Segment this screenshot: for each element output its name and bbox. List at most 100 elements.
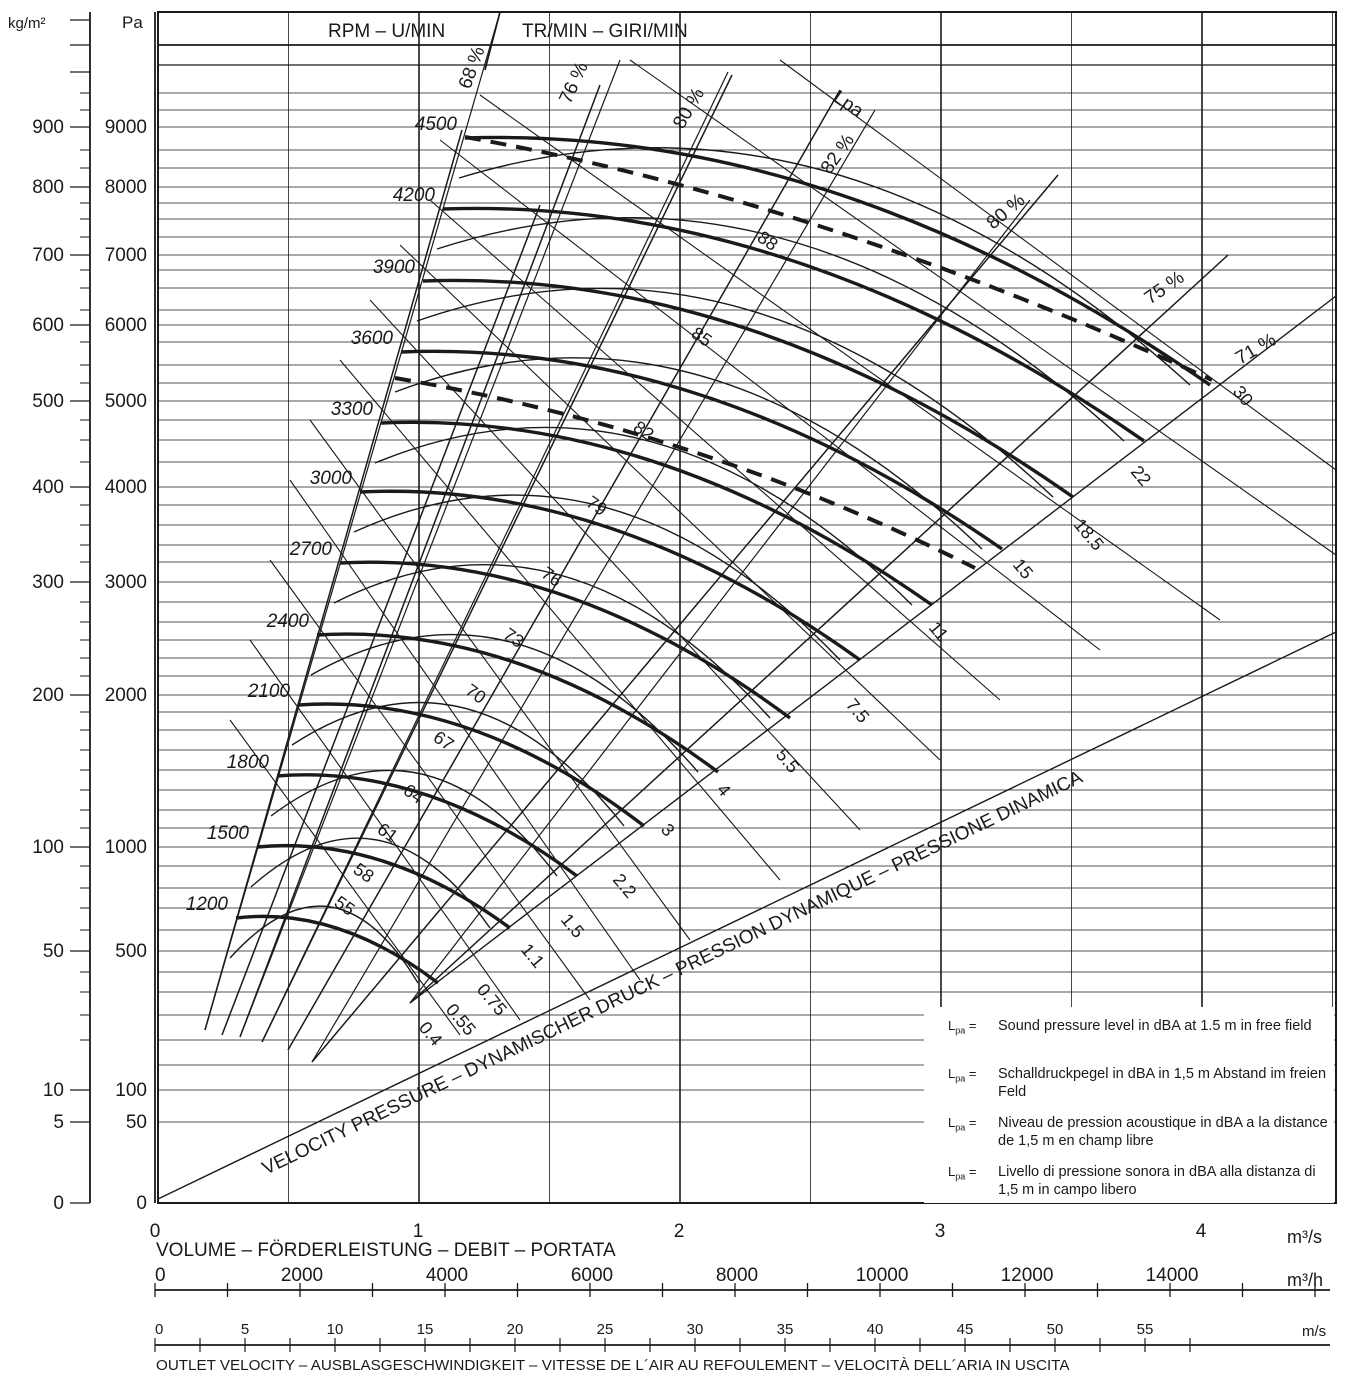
motor-power-label: 4 (713, 780, 735, 801)
efficiency-line (204, 11, 501, 1031)
ms-unit: m/s (1302, 1323, 1326, 1340)
kgm2-tick-label: 600 (32, 315, 64, 336)
m3s-tick-label: 4 (1196, 1221, 1207, 1242)
ms-tick-label: 35 (777, 1321, 794, 1338)
lpa-line (309, 419, 691, 941)
sound-level-label: 61 (374, 819, 402, 847)
volume-axis-title: VOLUME – FÖRDERLEISTUNG – DEBIT – PORTAT… (156, 1240, 616, 1261)
pa-tick-label: 1000 (105, 837, 147, 858)
system-curve-line (204, 129, 463, 1031)
ms-tick-label: 45 (957, 1321, 974, 1338)
mid-speed-dashed-curve (394, 376, 976, 570)
sound-level-label: 58 (350, 859, 378, 887)
sound-level-label: 64 (400, 780, 428, 808)
system-curve-line (221, 204, 541, 1036)
system-curve-line (409, 254, 1229, 1004)
lpa-line (429, 199, 1001, 701)
system-curve-line (261, 74, 733, 1043)
rpm-label: 1800 (227, 752, 270, 773)
pa-tick-label: 3000 (105, 572, 147, 593)
pa-tick-label: 8000 (105, 177, 147, 198)
system-curve-line (287, 89, 841, 1051)
pa-tick-label: 6000 (105, 315, 147, 336)
pa-tick-label: 500 (115, 941, 147, 962)
legend-text: Livello di pressione sonora in dBA alla … (998, 1164, 1316, 1198)
kgm2-tick-label: 400 (32, 477, 64, 498)
rpm-label: 2400 (266, 611, 310, 632)
efficiency-arc (353, 494, 841, 661)
kgm2-tick-label: 200 (32, 685, 64, 706)
m3h-tick-label: 14000 (1146, 1265, 1199, 1286)
rpm-curve-3600 (400, 349, 1003, 551)
m3h-tick-label: 6000 (571, 1265, 613, 1286)
legend-key: Lpa = (948, 1115, 977, 1133)
rpm-curve-4500 (464, 135, 1211, 387)
sound-level-label: 70 (462, 680, 490, 708)
efficiency-arc (333, 564, 771, 719)
plot-frame (157, 11, 1337, 1204)
efficiency-arc (394, 357, 983, 550)
lpa-line (439, 139, 1101, 651)
ms-tick-label: 10 (327, 1321, 344, 1338)
efficiency-label: 76 % (555, 59, 592, 107)
rpm-curves (229, 135, 1213, 985)
pa-tick-label: 2000 (105, 685, 147, 706)
ms-tick-label: 50 (1047, 1321, 1064, 1338)
ms-tick-label: 25 (597, 1321, 614, 1338)
efficiency-arc (310, 633, 699, 773)
efficiency-line (409, 199, 1031, 1004)
efficiency-label: 82 % (817, 130, 859, 178)
lpa-line (269, 559, 591, 1001)
kgm2-unit-label: kg/m² (8, 15, 46, 32)
motor-power-label: 1.5 (557, 910, 588, 942)
motor-power-label: 0.75 (473, 980, 511, 1020)
lpa-line (479, 94, 1221, 621)
m3h-tick-label: 2000 (281, 1265, 323, 1286)
efficiency-arc (416, 287, 1054, 498)
ms-tick-label: 20 (507, 1321, 524, 1338)
ms-tick-label: 55 (1137, 1321, 1154, 1338)
legend-text: Niveau de pression acoustique in dBA a l… (998, 1115, 1328, 1149)
lpa-axis-label: Lpa (829, 87, 867, 123)
efficiency-arc (458, 147, 1191, 386)
motor-power-label: 5.5 (772, 745, 803, 777)
lpa-line (229, 719, 461, 1036)
lpa-line (779, 59, 1337, 471)
motor-power-label: 3 (657, 820, 679, 841)
m3s-tick-label: 1 (413, 1221, 424, 1242)
kgm2-tick-label: 900 (32, 117, 64, 138)
rpm-label: 1200 (186, 894, 229, 915)
lpa-line (399, 244, 941, 761)
m3h-tick-label: 12000 (1001, 1265, 1054, 1286)
efficiency-line (239, 59, 621, 1038)
pa-tick-label: 5000 (105, 391, 147, 412)
system-curve-line (311, 174, 1059, 1063)
efficiency-arc (229, 905, 419, 984)
rpm-header-left: RPM – U/MIN (328, 21, 445, 42)
legend-key: Lpa = (948, 1066, 977, 1084)
sound-level-label: 67 (430, 727, 458, 755)
max-power-line (409, 295, 1337, 1004)
rpm-label: 3900 (373, 257, 416, 278)
kgm2-tick-label: 50 (43, 941, 64, 962)
m3s-tick-label: 0 (150, 1221, 161, 1242)
pa-tick-label: 0 (136, 1193, 147, 1214)
pa-unit-label: Pa (122, 13, 143, 32)
velocity-pressure-line (157, 631, 1337, 1200)
motor-power-label: 0.55 (442, 1000, 480, 1040)
efficiency-arc (374, 426, 913, 606)
efficiency-line (261, 71, 729, 1043)
ms-tick-label: 30 (687, 1321, 704, 1338)
lpa-line (339, 359, 781, 881)
system-curve-line (239, 84, 601, 1038)
ms-tick-label: 40 (867, 1321, 884, 1338)
velocity-axis-title: OUTLET VELOCITY – AUSBLASGESCHWINDIGKEIT… (156, 1357, 1070, 1374)
rpm-curve-1200 (235, 914, 440, 985)
rpm-label: 3600 (351, 328, 394, 349)
rpm-label: 4500 (415, 114, 458, 135)
ms-tick-label: 0 (155, 1321, 163, 1338)
rpm-label: 3000 (310, 468, 353, 489)
kgm2-tick-label: 0 (53, 1193, 64, 1214)
chart-axes (70, 12, 1330, 1352)
